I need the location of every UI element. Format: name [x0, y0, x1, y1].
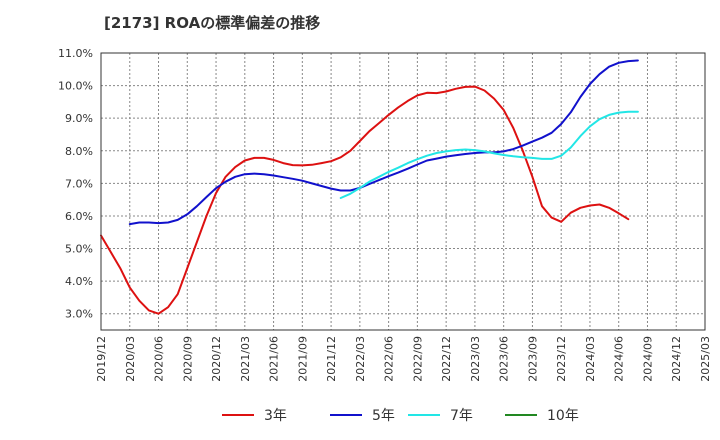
legend-label-3年: 3年 [264, 408, 287, 424]
x-tick-label: 2020/03 [124, 336, 137, 382]
x-tick-label: 2021/06 [268, 336, 281, 382]
y-tick-label: 11.0% [58, 47, 93, 60]
series-line-7年 [339, 110, 639, 199]
x-tick-label: 2021/12 [325, 336, 338, 382]
x-tick-label: 2023/03 [469, 336, 482, 382]
x-tick-label: 2024/03 [584, 336, 597, 382]
y-tick-label: 10.0% [58, 80, 93, 93]
plot-frame [100, 52, 706, 331]
x-axis: 2019/12 2020/03 2020/06 2020/09 2020/12 2021/… [95, 336, 712, 382]
x-tick-label: 2024/09 [641, 336, 654, 382]
x-tick-label: 2022/12 [440, 336, 453, 382]
x-tick-label: 2024/06 [613, 336, 626, 382]
legend-label-7年: 7年 [450, 408, 473, 424]
plot-area [101, 53, 705, 330]
y-tick-label: 7.0% [65, 177, 93, 190]
series-lines [100, 59, 639, 315]
y-tick-label: 6.0% [65, 210, 93, 223]
legend: 3年 5年 7年 10年 [222, 408, 579, 424]
y-axis: 3.0% 4.0% 5.0% 6.0% 7.0% 8.0% 9.0% 10.0% 11.0% [58, 47, 93, 321]
x-tick-label: 2023/12 [555, 336, 568, 382]
x-tick-label: 2023/09 [526, 336, 539, 382]
y-tick-label: 8.0% [65, 145, 93, 158]
y-tick-label: 9.0% [65, 112, 93, 125]
x-tick-label: 2021/09 [296, 336, 309, 382]
series-line-3年 [100, 85, 630, 315]
x-tick-label: 2022/03 [354, 336, 367, 382]
y-tick-label: 4.0% [65, 275, 93, 288]
x-tick-label: 2022/06 [383, 336, 396, 382]
y-tick-label: 5.0% [65, 243, 93, 256]
legend-label-10年: 10年 [547, 408, 579, 424]
x-tick-label: 2025/03 [699, 336, 712, 382]
series-line-5年 [128, 59, 639, 226]
x-tick-label: 2020/09 [181, 336, 194, 382]
y-tick-label: 3.0% [65, 308, 93, 321]
x-tick-label: 2022/09 [411, 336, 424, 382]
x-tick-label: 2023/06 [498, 336, 511, 382]
legend-label-5年: 5年 [372, 408, 395, 424]
x-tick-label: 2024/12 [670, 336, 683, 382]
x-tick-label: 2020/12 [210, 336, 223, 382]
chart-title: [2173] ROAの標準偏差の推移 [104, 14, 321, 32]
x-tick-label: 2020/06 [153, 336, 166, 382]
grid [100, 52, 706, 330]
x-tick-label: 2021/03 [239, 336, 252, 382]
x-tick-label: 2019/12 [95, 336, 108, 382]
